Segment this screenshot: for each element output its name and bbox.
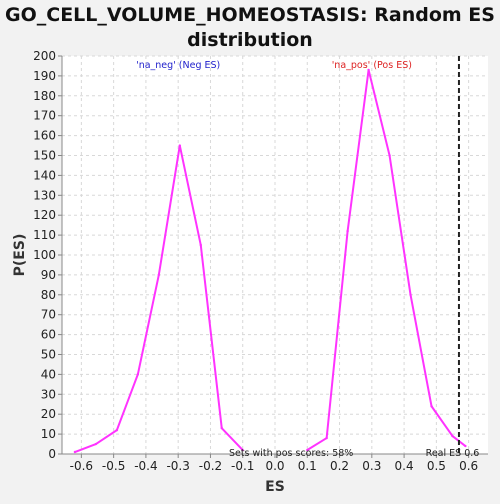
y-tick-label: 120	[33, 208, 56, 222]
es-distribution-point	[430, 405, 433, 408]
x-tick-label: 0.3	[362, 459, 381, 473]
es-distribution-point	[241, 448, 244, 452]
es-distribution-point	[136, 373, 140, 376]
y-tick-label: 10	[41, 427, 56, 441]
es-distribution-point	[178, 144, 181, 147]
y-tick-label: 160	[33, 129, 56, 143]
pos-es-annotation: 'na_pos' (Pos ES)	[332, 60, 412, 71]
chart-title-line-2: distribution	[187, 29, 313, 51]
y-tick-label: 30	[41, 387, 56, 401]
neg-es-annotation: 'na_neg' (Neg ES)	[136, 60, 220, 71]
es-distribution-point	[325, 436, 328, 440]
y-tick-label: 20	[41, 407, 56, 421]
y-tick-label: 90	[41, 268, 56, 282]
x-tick-label: 0.2	[330, 459, 349, 473]
y-tick-label: 60	[41, 328, 56, 342]
y-tick-label: 170	[33, 109, 56, 123]
axes: 0 10 20 30 40 50 60 70 80 90 100 110 120 130 140 150 160…	[33, 49, 488, 473]
x-tick-label: -0.4	[134, 459, 157, 473]
es-distribution-point	[94, 442, 98, 446]
real-es-annotation: Real ES 0.6	[426, 448, 480, 459]
sets-pos-scores-annotation: Sets with pos scores: 58%	[229, 448, 353, 459]
x-tick-label: -0.5	[102, 459, 125, 473]
es-distribution-point	[388, 154, 391, 157]
y-tick-label: 50	[41, 348, 56, 362]
x-tick-label: -0.3	[166, 459, 189, 473]
es-distribution-point	[409, 293, 412, 296]
y-tick-label: 150	[33, 149, 56, 163]
x-axis-label: ES	[265, 479, 285, 495]
y-axis-label: P(ES)	[12, 234, 28, 277]
series-layer	[73, 68, 467, 454]
x-tick-label: 0.4	[395, 459, 414, 473]
x-tick-label: 0.1	[298, 459, 317, 473]
y-tick-label: 190	[33, 69, 56, 83]
y-tick-label: 110	[33, 228, 56, 242]
es-distribution-point	[451, 434, 454, 438]
x-tick-label: 0.6	[459, 459, 478, 473]
y-tick-label: 130	[33, 188, 56, 202]
x-tick-label: 0.5	[427, 459, 446, 473]
es-distribution-point	[199, 243, 202, 247]
y-tick-label: 100	[33, 248, 56, 262]
chart-title-line-1: GO_CELL_VOLUME_HOMEOSTASIS: Random ES	[5, 4, 495, 26]
grid	[62, 55, 488, 455]
es-distribution-point	[367, 68, 370, 72]
x-tick-label: -0.2	[199, 459, 222, 473]
y-tick-label: 180	[33, 89, 56, 103]
es-distribution-point	[464, 444, 467, 448]
es-distribution-point	[220, 426, 223, 430]
y-tick-label: 80	[41, 288, 56, 302]
x-tick-label: -0.6	[70, 459, 93, 473]
es-distribution-point	[73, 450, 77, 454]
es-distribution-point	[346, 229, 349, 233]
y-tick-label: 40	[41, 367, 56, 381]
y-tick-label: 140	[33, 168, 56, 182]
y-tick-label: 70	[41, 308, 56, 322]
x-tick-label: 0.0	[265, 459, 284, 473]
es-distribution-point	[306, 448, 309, 452]
es-distribution-point	[157, 273, 161, 277]
es-distribution-point	[115, 428, 119, 432]
y-tick-label: 200	[33, 49, 56, 63]
y-tick-label: 0	[48, 447, 56, 461]
x-tick-label: -0.1	[231, 459, 254, 473]
